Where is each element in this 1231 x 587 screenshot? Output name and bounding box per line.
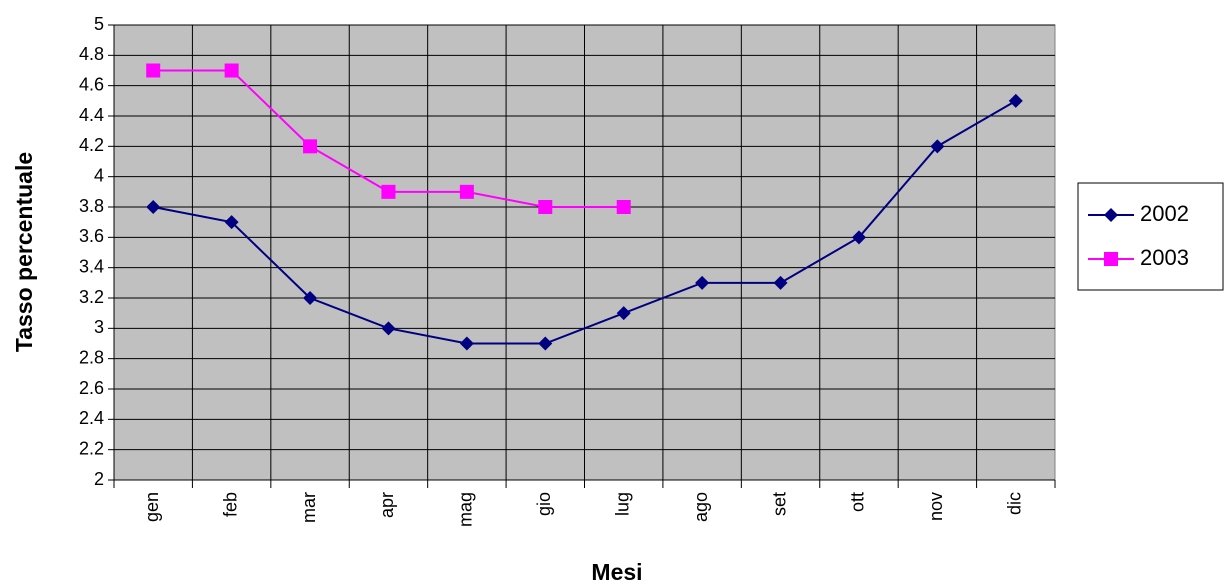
x-tick-label: mag <box>456 492 476 527</box>
x-tick-label: gen <box>142 492 162 522</box>
marker <box>459 184 474 199</box>
x-tick-label: lug <box>612 492 632 516</box>
y-tick-label: 4.8 <box>79 44 104 64</box>
y-tick-label: 4 <box>94 165 104 185</box>
y-tick-label: 5 <box>94 14 104 34</box>
marker <box>146 200 161 214</box>
x-tick-label: ott <box>848 492 868 512</box>
marker <box>146 63 161 78</box>
x-tick-label: ago <box>691 492 711 522</box>
x-tick-label: set <box>769 492 789 516</box>
y-tick-label: 2.8 <box>79 347 104 367</box>
marker <box>930 139 945 154</box>
y-tick-label: 3.2 <box>79 287 104 307</box>
y-tick-label: 3.4 <box>79 256 104 276</box>
marker <box>1104 252 1118 266</box>
x-tick-label: gio <box>534 492 554 516</box>
y-tick-label: 4.4 <box>79 105 104 125</box>
y-tick-label: 2.4 <box>79 408 104 428</box>
y-axis-title: Tasso percentuale <box>11 152 37 352</box>
legend-box <box>1077 182 1224 291</box>
marker <box>381 321 396 336</box>
marker <box>224 63 239 78</box>
marker <box>459 336 474 351</box>
marker <box>303 139 318 154</box>
marker <box>224 215 239 230</box>
marker <box>851 230 866 245</box>
marker <box>538 200 553 214</box>
x-tick-label: apr <box>377 492 397 518</box>
y-tick-label: 4.6 <box>79 74 104 94</box>
legend-label: 2002 <box>1140 201 1189 226</box>
y-tick-label: 2 <box>94 469 104 489</box>
marker <box>1008 93 1023 108</box>
x-tick-label: nov <box>926 492 946 521</box>
x-tick-label: mar <box>299 492 319 523</box>
y-tick-label: 2.2 <box>79 438 104 458</box>
series-line <box>153 99 1017 345</box>
marker <box>695 275 710 290</box>
marker <box>616 200 631 214</box>
y-tick-label: 3 <box>94 317 104 337</box>
marker <box>773 275 788 290</box>
marker <box>538 336 553 351</box>
y-tick-label: 4.2 <box>79 135 104 155</box>
marker <box>303 291 318 305</box>
y-tick-label: 3.6 <box>79 226 104 246</box>
y-tick-label: 2.6 <box>79 378 104 398</box>
x-tick-label: feb <box>220 492 240 517</box>
marker <box>1104 208 1118 222</box>
y-tick-label: 3.8 <box>79 196 104 216</box>
marker <box>616 306 631 321</box>
legend-label: 2003 <box>1140 245 1189 270</box>
marker <box>381 184 396 199</box>
x-axis-title: Mesi <box>591 559 642 585</box>
x-tick-label: dic <box>1005 492 1025 515</box>
